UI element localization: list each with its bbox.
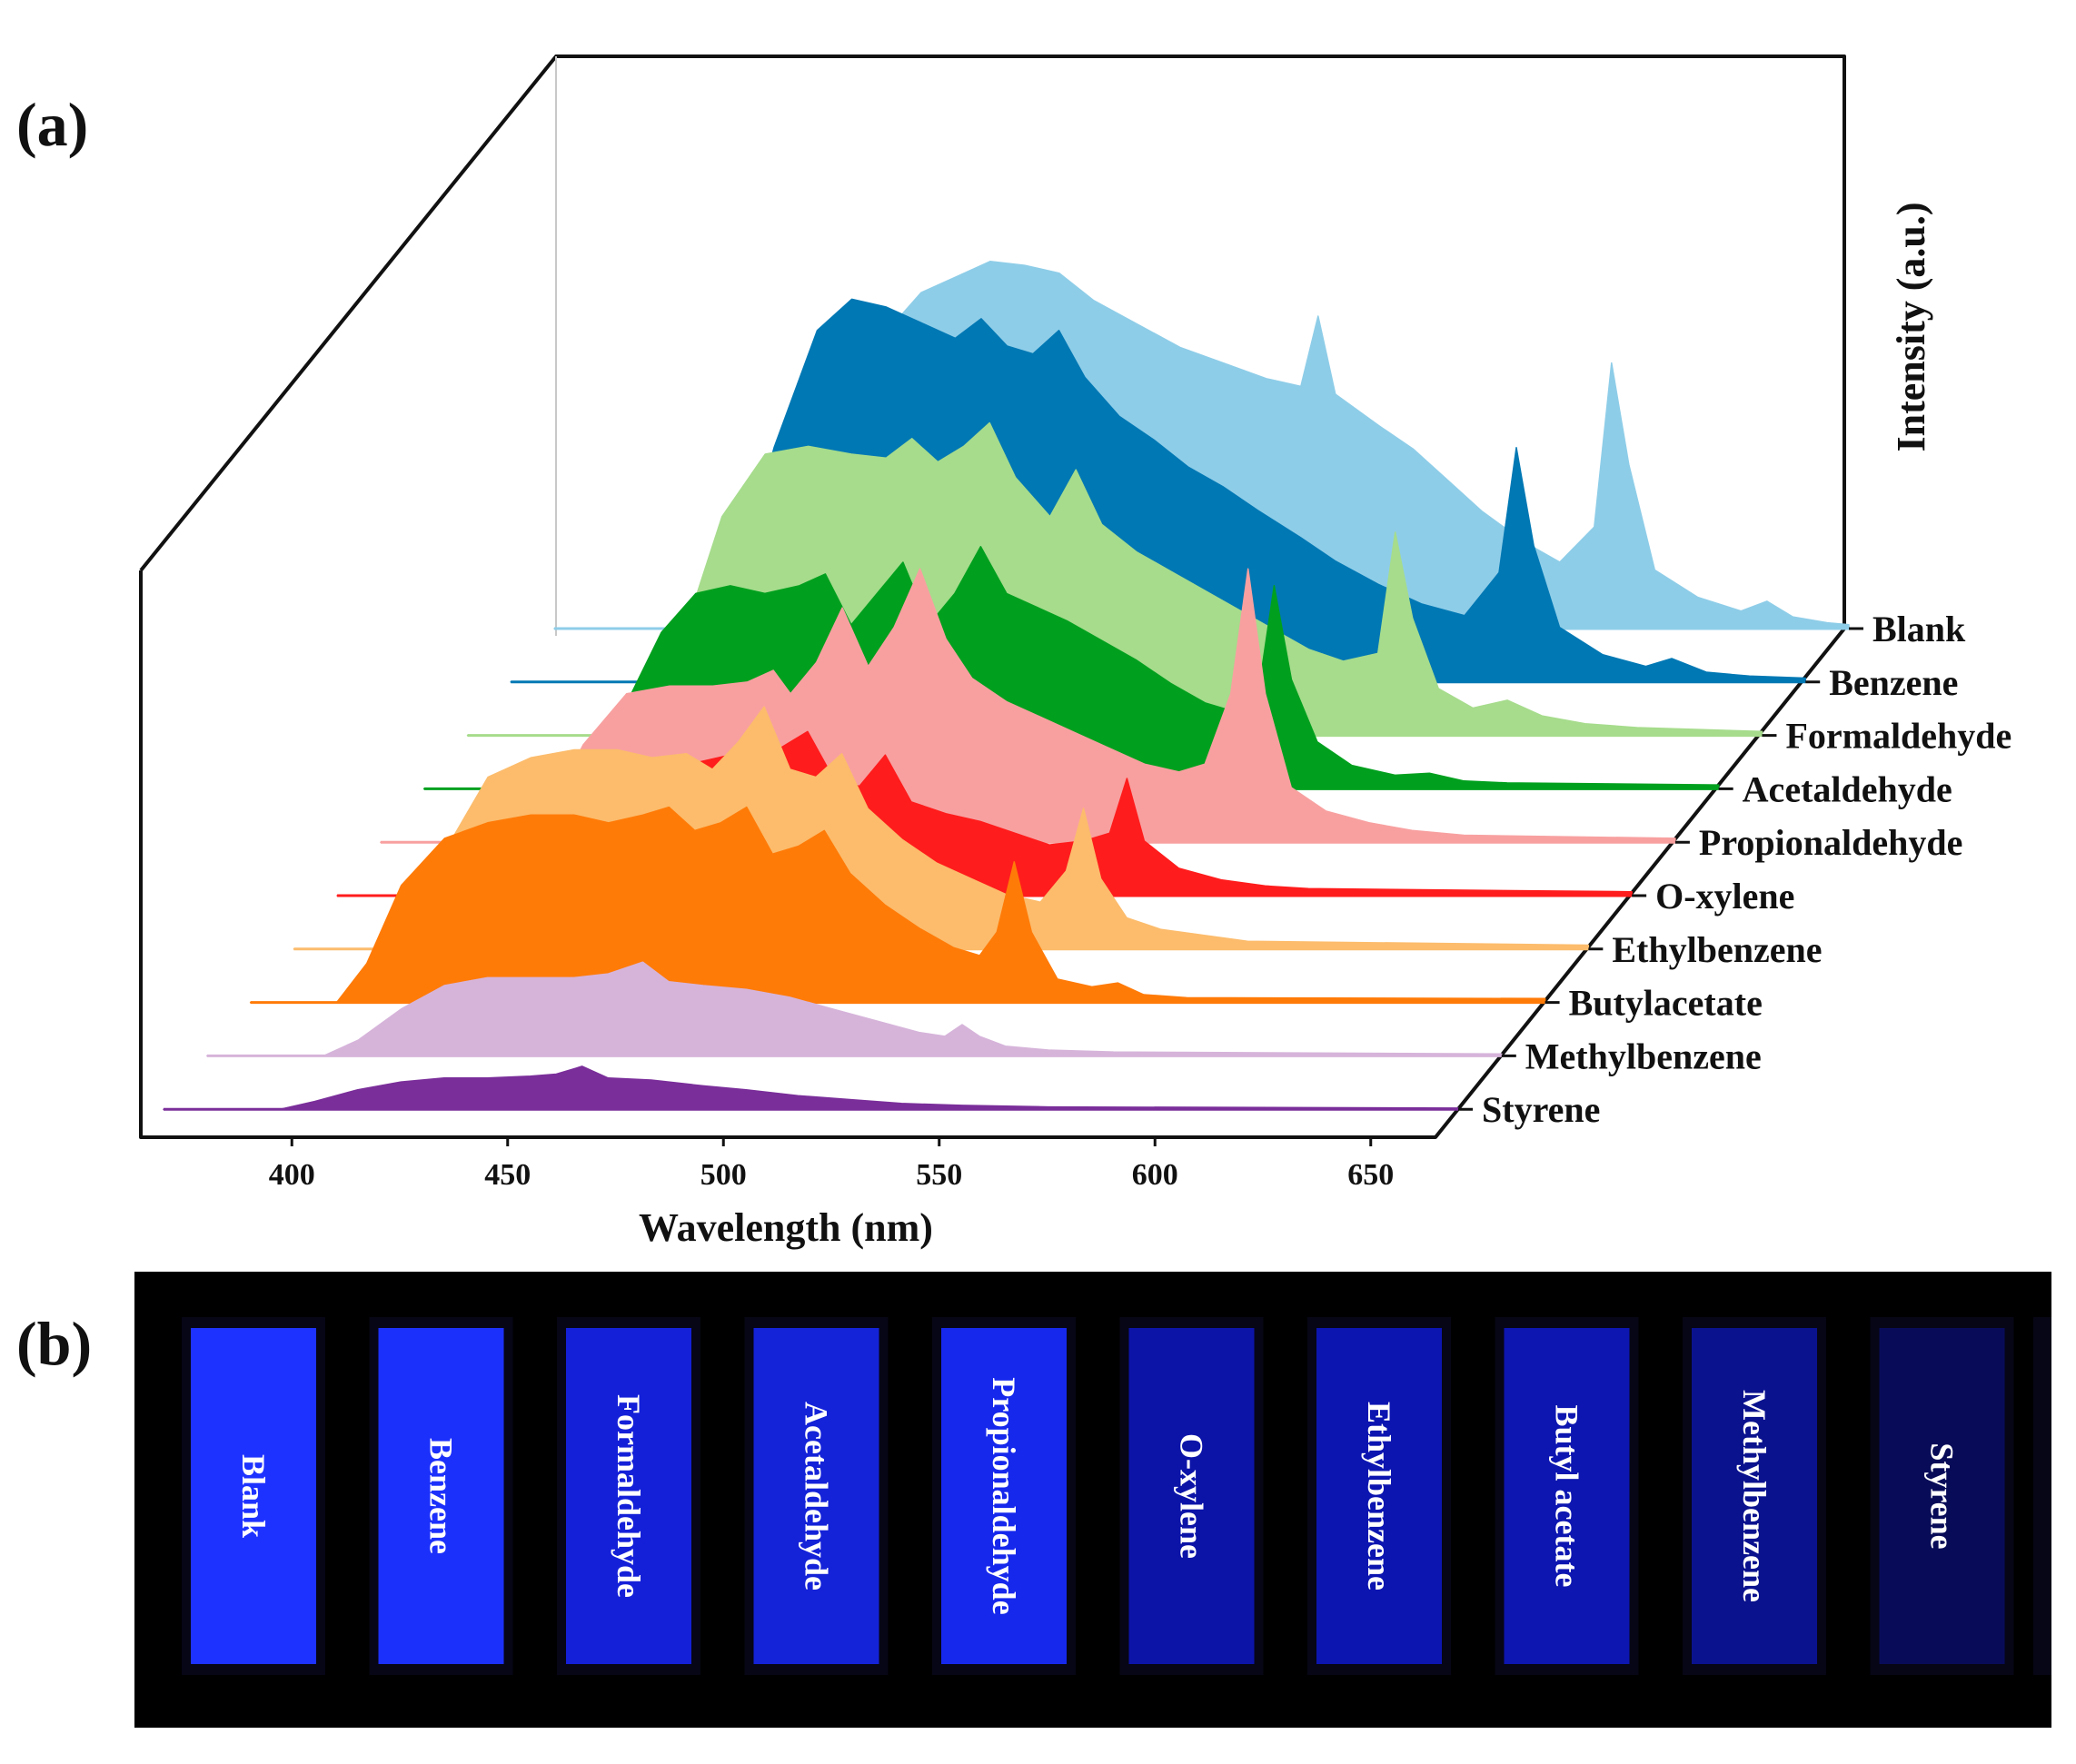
well-strip bbox=[1879, 1328, 2005, 1664]
well-strip bbox=[1692, 1328, 1817, 1664]
series-label-ethylbenzene: Ethylbenzene bbox=[1612, 929, 1822, 970]
well-label-methylbenzene: Methylbenzene bbox=[1736, 1390, 1773, 1602]
well-label-o-xylene: O-xylene bbox=[1174, 1433, 1210, 1559]
well-label-propionaldehyde: Propionaldehyde bbox=[986, 1377, 1022, 1614]
panel-b-label: (b) bbox=[16, 1309, 92, 1378]
x-tick-label-550: 550 bbox=[916, 1158, 962, 1192]
series-methylbenzene bbox=[206, 961, 1503, 1057]
well-label-formaldehyde: Formaldehyde bbox=[611, 1394, 647, 1598]
series-label-blank: Blank bbox=[1872, 609, 1966, 649]
series-label-butylacetate: Butylacetate bbox=[1569, 983, 1763, 1024]
sensor-wells: Blank Benzene Formaldehyde Acetaldehyde Prop… bbox=[182, 1317, 2051, 1675]
well-styrene: Styrene bbox=[1870, 1317, 2014, 1675]
well-label-blank: Blank bbox=[235, 1454, 272, 1538]
well-strip bbox=[1128, 1328, 1255, 1664]
well-butyl-acetate: Butyl acetate bbox=[1495, 1317, 1639, 1675]
well-formaldehyde: Formaldehyde bbox=[557, 1317, 700, 1675]
series-label-acetaldehyde: Acetaldehyde bbox=[1743, 768, 1952, 809]
well-label-styrene: Styrene bbox=[1924, 1442, 1961, 1549]
spectrum-styrene bbox=[163, 1065, 1459, 1110]
x-axis-title: Wavelength (nm) bbox=[639, 1205, 933, 1250]
x-tick-label-450: 450 bbox=[484, 1158, 531, 1192]
well-strip bbox=[378, 1328, 504, 1664]
well-strip bbox=[1504, 1328, 1630, 1664]
well-acetaldehyde: Acetaldehyde bbox=[744, 1317, 889, 1675]
series-layer bbox=[163, 261, 1850, 1111]
spectrum-methylbenzene bbox=[206, 961, 1503, 1057]
front-frame-outline bbox=[139, 570, 1846, 1139]
well-label-ethylbenzene: Ethylbenzene bbox=[1361, 1402, 1397, 1591]
series-label-propionaldehyde: Propionaldehyde bbox=[1699, 822, 1962, 863]
series-label-styrene: Styrene bbox=[1482, 1089, 1600, 1130]
x-tick-label-650: 650 bbox=[1347, 1158, 1394, 1192]
well-propionaldehyde: Propionaldehyde bbox=[932, 1317, 1076, 1675]
well-blank: Blank bbox=[182, 1317, 325, 1675]
plot-frame bbox=[139, 55, 1846, 1139]
well-ethylbenzene: Ethylbenzene bbox=[1307, 1317, 1451, 1675]
x-tick-label-400: 400 bbox=[269, 1158, 315, 1192]
series-label-benzene: Benzene bbox=[1829, 662, 1958, 703]
series-label-o-xylene: O-xylene bbox=[1655, 876, 1794, 917]
well-label-benzene: Benzene bbox=[423, 1438, 460, 1554]
partial-well-holder bbox=[2033, 1317, 2051, 1675]
well-label-butyl-acetate: Butyl acetate bbox=[1549, 1405, 1585, 1588]
panel-a-label: (a) bbox=[16, 90, 88, 159]
well-strip bbox=[753, 1328, 879, 1664]
well-benzene: Benzene bbox=[369, 1317, 513, 1675]
well-strip bbox=[566, 1328, 691, 1664]
x-tick-label-500: 500 bbox=[700, 1158, 747, 1192]
well-o-xylene: O-xylene bbox=[1119, 1317, 1264, 1675]
y-axis-title: Intensity (a.u.) bbox=[1889, 202, 1933, 451]
series-styrene bbox=[163, 1065, 1459, 1111]
well-label-acetaldehyde: Acetaldehyde bbox=[799, 1402, 835, 1591]
spectrum-butylacetate bbox=[249, 806, 1546, 1004]
series-label-formaldehyde: Formaldehyde bbox=[1785, 716, 2011, 757]
depth-axis: Blank Benzene Formaldehyde Acetaldehyde Prop… bbox=[1458, 609, 2011, 1130]
series-label-methylbenzene: Methylbenzene bbox=[1525, 1036, 1762, 1076]
well-methylbenzene: Methylbenzene bbox=[1683, 1317, 1826, 1675]
back-frame-outline bbox=[139, 55, 1846, 629]
well-strip bbox=[1316, 1328, 1442, 1664]
x-ticks: 400 450 500 550 600 650 bbox=[269, 1137, 1394, 1192]
well-strip bbox=[941, 1328, 1067, 1664]
well-strip bbox=[191, 1328, 316, 1664]
x-tick-label-600: 600 bbox=[1132, 1158, 1178, 1192]
